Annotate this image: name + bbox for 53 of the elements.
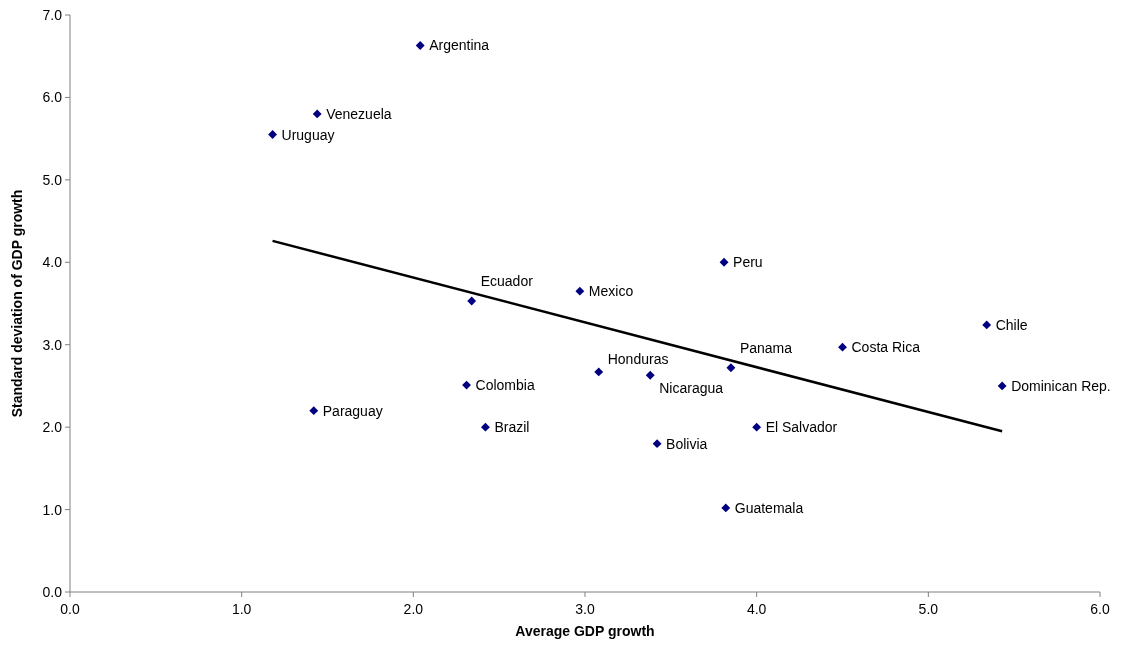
y-tick-label: 6.0: [42, 89, 63, 106]
x-tick-label: 2.0: [403, 601, 424, 617]
point: [415, 41, 425, 50]
y-tick-label: 0.0: [42, 584, 63, 600]
x-tick-label: 4.0: [746, 601, 767, 617]
point: [726, 363, 736, 373]
x-tick-label: 3.0: [575, 601, 595, 617]
point: [752, 422, 762, 432]
point: [467, 296, 477, 306]
point: [481, 422, 490, 432]
x-tick-label: 6.0: [1090, 601, 1110, 617]
point: [645, 370, 655, 380]
annotation: Peru: [733, 254, 763, 271]
y-axis-title: Standard deviation of GDP growth: [9, 189, 25, 418]
point: [575, 286, 585, 296]
y-tick-label: 7.0: [42, 7, 63, 23]
point: [838, 342, 847, 352]
y-tick-label: 3.0: [42, 336, 63, 353]
point: [268, 130, 277, 139]
point: [652, 439, 662, 449]
annotation: Dominican Rep.: [1011, 377, 1111, 394]
y-tick-label: 1.0: [42, 501, 63, 518]
point: [462, 380, 471, 390]
point: [721, 503, 731, 513]
annotation: Costa Rica: [851, 339, 921, 356]
x-tick-label: 5.0: [918, 601, 939, 617]
annotation: Uruguay: [281, 126, 335, 143]
x-axis-title: Average GDP growth: [515, 623, 655, 639]
point: [719, 257, 729, 267]
annotation: Mexico: [588, 283, 634, 300]
annotation: El Salvador: [765, 419, 838, 436]
annotation: Argentina: [429, 37, 490, 54]
annotation: Colombia: [475, 377, 535, 394]
y-tick-label: 5.0: [42, 171, 63, 188]
annotation: Brazil: [494, 419, 530, 436]
point: [312, 109, 322, 119]
x-tick-label: 0.0: [60, 601, 80, 617]
annotation: Nicaragua: [659, 380, 724, 397]
point: [997, 381, 1007, 391]
point: [594, 367, 604, 377]
annotation: Venezuela: [326, 105, 392, 122]
annotation: Honduras: [607, 350, 669, 367]
annotation: Paraguay: [322, 402, 383, 419]
y-tick-label: 2.0: [42, 419, 63, 436]
annotation: Panama: [739, 339, 793, 356]
x-tick-label: 1.0: [231, 601, 252, 617]
annotation: Chile: [995, 316, 1028, 333]
point: [982, 320, 992, 330]
annotation: Ecuador: [480, 273, 534, 290]
annotation: Guatemala: [734, 499, 804, 516]
y-tick-label: 4.0: [42, 254, 63, 271]
annotation: Bolivia: [666, 435, 708, 452]
point: [309, 406, 319, 416]
